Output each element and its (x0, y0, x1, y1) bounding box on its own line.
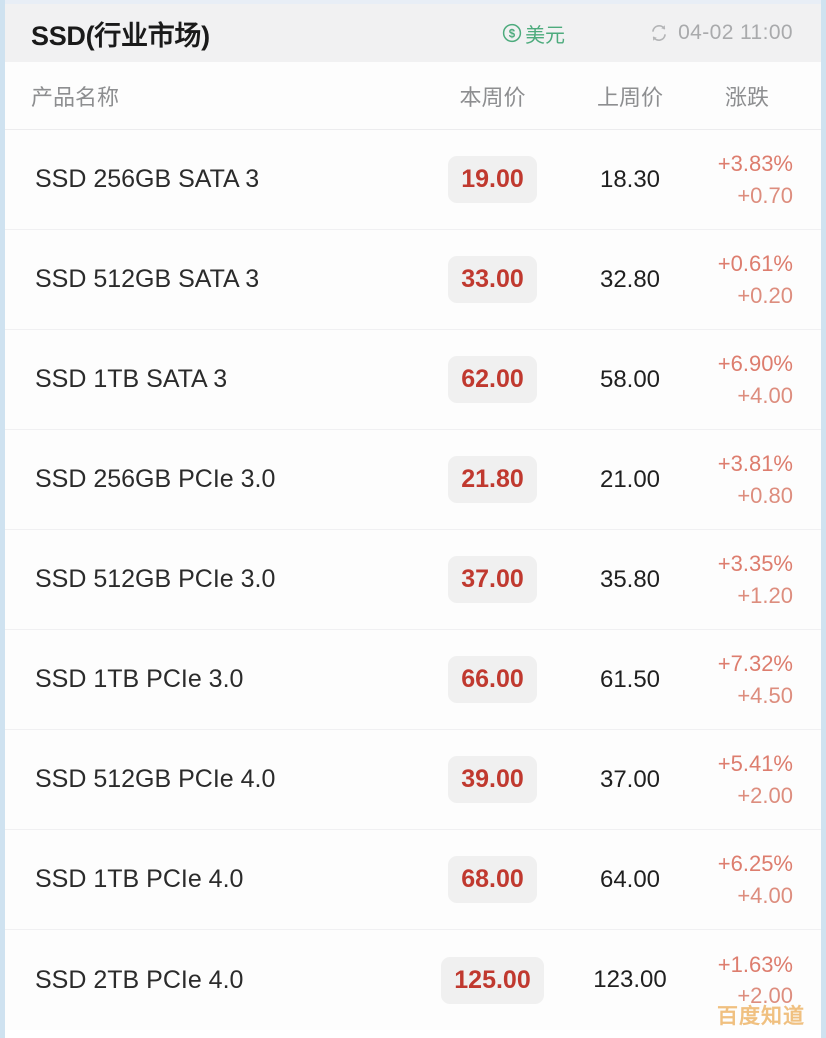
change-absolute: +1.20 (737, 582, 793, 608)
current-price-cell: 66.00 (420, 656, 565, 703)
product-name: SSD 2TB PCIe 4.0 (35, 965, 244, 994)
table-row[interactable]: SSD 1TB PCIe 4.0 68.00 64.00 +6.25% +4.0… (5, 830, 821, 930)
current-price: 33.00 (448, 256, 537, 303)
current-price: 19.00 (448, 156, 537, 203)
previous-price: 21.00 (599, 465, 661, 493)
change-cell: +5.41% +2.00 (695, 748, 821, 810)
current-price: 66.00 (448, 656, 537, 703)
product-name: SSD 1TB PCIe 4.0 (35, 865, 244, 893)
column-header-change: 涨跌 (724, 84, 769, 110)
refresh-icon (652, 24, 666, 42)
product-name: SSD 512GB PCIe 3.0 (35, 565, 276, 593)
previous-price: 64.00 (599, 865, 661, 893)
product-name: SSD 512GB SATA 3 (35, 265, 260, 293)
page-title: SSD(行业市场) (31, 20, 210, 51)
change-cell: +3.83% +0.70 (695, 148, 821, 210)
current-price-cell: 21.80 (420, 456, 565, 503)
product-name: SSD 256GB SATA 3 (35, 165, 260, 193)
previous-price: 61.50 (599, 665, 661, 693)
change-cell: +6.90% +4.00 (695, 348, 821, 410)
current-price-cell: 62.00 (420, 356, 565, 403)
change-absolute: +2.00 (737, 983, 793, 1008)
current-price: 68.00 (448, 856, 537, 903)
change-absolute: +4.00 (737, 382, 793, 408)
change-cell: +6.25% +4.00 (695, 848, 821, 910)
current-price: 37.00 (448, 556, 537, 603)
current-price-cell: 125.00 (420, 956, 565, 1004)
table-row[interactable]: SSD 256GB SATA 3 19.00 18.30 +3.83% +0.7… (5, 130, 821, 230)
table-row[interactable]: SSD 512GB PCIe 3.0 37.00 35.80 +3.35% +1… (5, 530, 821, 630)
last-updated[interactable]: 04-02 11:00 (649, 21, 793, 45)
table-row[interactable]: SSD 512GB PCIe 4.0 39.00 37.00 +5.41% +2… (5, 730, 821, 830)
previous-price: 37.00 (599, 765, 661, 793)
current-price: 21.80 (448, 456, 537, 503)
change-absolute: +2.00 (737, 782, 793, 808)
table-row[interactable]: SSD 2TB PCIe 4.0 125.00 123.00 +1.63% +2… (5, 930, 821, 1030)
change-percent: +3.35% (717, 551, 793, 577)
table-row[interactable]: SSD 256GB PCIe 3.0 21.80 21.00 +3.81% +0… (5, 430, 821, 530)
page-frame-left (0, 0, 5, 1038)
column-header-current-price: 本周价 (459, 84, 526, 110)
column-header-name: 产品名称 (31, 84, 120, 110)
currency-label: 美元 (525, 24, 566, 47)
change-percent: +3.83% (717, 151, 793, 177)
current-price-cell: 33.00 (420, 256, 565, 303)
change-percent: +1.63% (717, 951, 793, 977)
change-percent: +6.25% (717, 851, 793, 877)
current-price: 125.00 (441, 956, 544, 1004)
change-absolute: +0.70 (737, 182, 793, 208)
table-body: SSD 256GB SATA 3 19.00 18.30 +3.83% +0.7… (5, 130, 821, 1030)
table-row[interactable]: SSD 1TB PCIe 3.0 66.00 61.50 +7.32% +4.5… (5, 630, 821, 730)
previous-price: 18.30 (599, 165, 661, 193)
svg-text:$: $ (509, 28, 516, 40)
product-name: SSD 1TB PCIe 3.0 (35, 665, 244, 693)
change-percent: +6.90% (717, 351, 793, 377)
change-cell: +0.61% +0.20 (695, 248, 821, 310)
change-cell: +3.81% +0.80 (695, 448, 821, 510)
previous-price: 32.80 (599, 265, 661, 293)
column-header-previous-price: 上周价 (596, 84, 663, 110)
change-cell: +3.35% +1.20 (695, 548, 821, 610)
change-absolute: +4.50 (737, 682, 793, 708)
product-name: SSD 512GB PCIe 4.0 (35, 765, 276, 793)
table-column-header: 产品名称 本周价 上周价 涨跌 (5, 62, 821, 130)
current-price: 39.00 (448, 756, 537, 803)
previous-price: 35.80 (599, 565, 661, 593)
change-absolute: +0.80 (737, 482, 793, 508)
current-price: 62.00 (448, 356, 537, 403)
change-percent: +5.41% (717, 751, 793, 777)
previous-price: 58.00 (599, 365, 661, 393)
title-bar: SSD(行业市场) $ 美元 04-02 11:00 (5, 4, 821, 62)
change-absolute: +0.20 (737, 282, 793, 308)
product-name: SSD 1TB SATA 3 (35, 365, 228, 393)
change-cell: +1.63% +2.00 (695, 949, 821, 1011)
table-row[interactable]: SSD 1TB SATA 3 62.00 58.00 +6.90% +4.00 (5, 330, 821, 430)
current-price-cell: 37.00 (420, 556, 565, 603)
currency-indicator[interactable]: $ 美元 (502, 19, 565, 48)
current-price-cell: 68.00 (420, 856, 565, 903)
change-percent: +0.61% (717, 251, 793, 277)
current-price-cell: 39.00 (420, 756, 565, 803)
product-name: SSD 256GB PCIe 3.0 (35, 465, 276, 493)
change-percent: +3.81% (717, 451, 793, 477)
change-cell: +7.32% +4.50 (695, 648, 821, 710)
page-frame-top (0, 0, 826, 4)
table-row[interactable]: SSD 512GB SATA 3 33.00 32.80 +0.61% +0.2… (5, 230, 821, 330)
dollar-circle-icon: $ (502, 23, 522, 43)
current-price-cell: 19.00 (420, 156, 565, 203)
change-percent: +7.32% (717, 651, 793, 677)
change-absolute: +4.00 (737, 882, 793, 908)
page-frame-right (821, 0, 826, 1038)
panel: SSD(行业市场) $ 美元 04-02 11:00 (5, 4, 821, 1038)
previous-price: 123.00 (593, 966, 667, 993)
updated-timestamp: 04-02 11:00 (678, 21, 793, 44)
